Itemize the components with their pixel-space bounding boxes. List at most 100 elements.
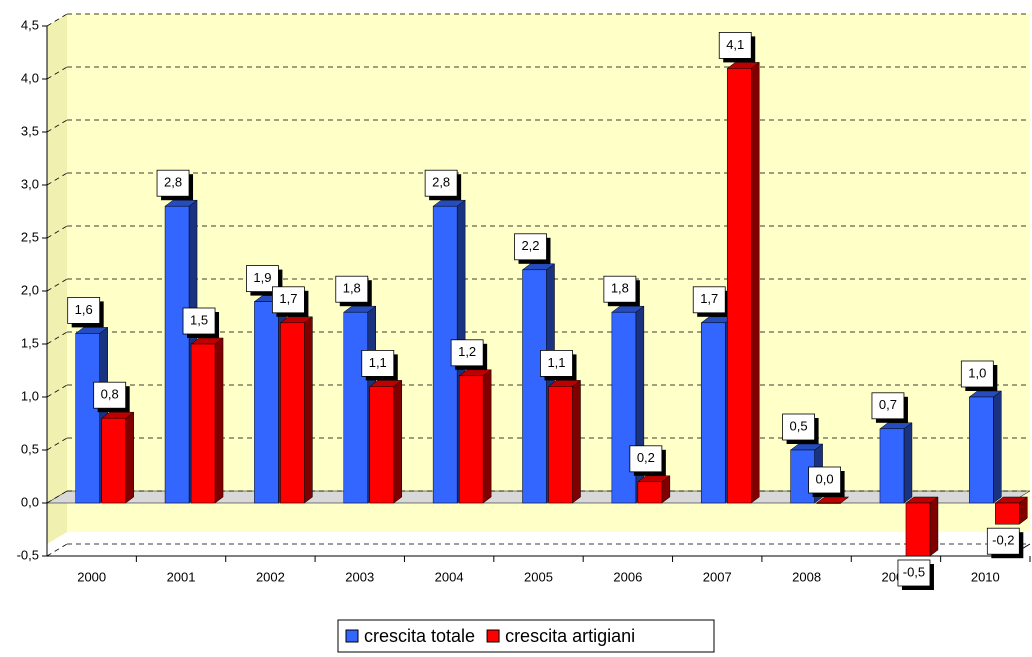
value-label-box [603,275,637,303]
value-label-box [156,169,190,197]
grid-line [46,225,68,239]
bar-side [993,390,1002,504]
y-tick-label: 2,5 [21,229,39,244]
value-label: 0,5 [790,418,808,433]
value-label: 4,1 [726,37,744,52]
bar [726,68,752,504]
bar [700,322,726,504]
x-tick-label: 2008 [792,569,821,584]
bar [905,502,931,557]
legend-label: crescita totale [364,626,475,646]
bar [101,417,126,504]
bar [75,333,100,504]
grid-line [46,278,68,292]
value-label: 1,5 [190,312,208,327]
value-label: 0,8 [101,387,119,402]
bar [637,481,663,504]
value-label-box [182,307,216,335]
value-label-box [93,381,127,409]
x-tick-label: 2002 [256,569,285,584]
value-label: 0,0 [816,471,834,486]
value-label-box [514,233,547,261]
value-label: 2,8 [432,175,450,190]
value-label-box [450,339,484,367]
value-label: 1,1 [547,355,565,370]
value-label-box [335,275,369,303]
y-tick-label: 4,0 [21,70,39,85]
bar-side [572,379,581,504]
value-label: 2,2 [521,238,539,253]
value-label-box [67,296,101,324]
y-tick-label: 1,5 [21,335,39,350]
value-label: 0,2 [637,450,655,465]
x-tick-label: 2005 [524,569,553,584]
value-label: 0,7 [879,397,897,412]
y-tick-label: 2,0 [21,282,39,297]
bar-side [125,411,134,504]
bar-side [903,422,913,504]
y-tick-label: 1,0 [21,388,39,403]
x-tick-label: 2000 [77,569,106,584]
value-label: 1,7 [700,291,718,306]
value-label-box [808,466,841,494]
y-tick-label: -0,5 [17,547,39,562]
bar [458,375,484,504]
value-label-box [692,286,726,314]
legend-swatch [486,629,500,643]
x-tick-label: 2010 [971,569,1000,584]
value-label: 1,1 [369,355,387,370]
bar-side [482,369,492,504]
grid-line [46,437,68,451]
grid-line [46,331,68,345]
value-label-box [540,349,573,377]
value-label-box [272,286,305,314]
bar [522,269,547,504]
grid-line [46,490,68,504]
bar [280,322,305,504]
value-label: 1,7 [279,291,297,306]
value-label: 1,6 [75,302,93,317]
x-tick-label: 2001 [167,569,196,584]
grid-line [46,66,68,80]
x-tick-label: 2003 [345,569,374,584]
value-label-box [897,559,931,587]
grid-line [46,543,68,557]
x-tick-label: 2007 [703,569,732,584]
bar [190,343,216,504]
grid-line [46,172,68,186]
x-tick-label: 2004 [435,569,464,584]
y-tick-label: 0,0 [21,494,39,509]
bar [995,502,1020,525]
value-label-box [424,169,458,197]
bar [816,502,841,504]
value-label: -0,5 [903,564,925,579]
bar-side [304,316,313,504]
bar [343,311,369,504]
value-label: 1,9 [253,270,271,285]
value-label-box [718,32,752,59]
bar [969,396,994,504]
value-label-box [782,413,815,441]
bar-side [393,379,403,504]
side-wall [47,14,67,544]
bar [254,301,279,504]
x-tick-label: 2006 [613,569,642,584]
bar [164,205,190,504]
grid-line [46,384,68,398]
value-label-box [986,527,1020,555]
grid-line [46,13,68,27]
value-label: -0,2 [992,533,1014,548]
value-label: 2,8 [164,175,182,190]
bar-side [750,61,760,504]
value-label: 1,2 [458,344,476,359]
y-tick-label: 3,5 [21,123,39,138]
bar [548,386,573,504]
legend-swatch [345,629,359,643]
y-tick-label: 3,0 [21,176,39,191]
value-label: 1,8 [611,281,629,296]
value-label-box [361,349,395,377]
value-label-box [629,445,663,473]
bar-side [929,496,939,557]
bar [879,428,905,504]
